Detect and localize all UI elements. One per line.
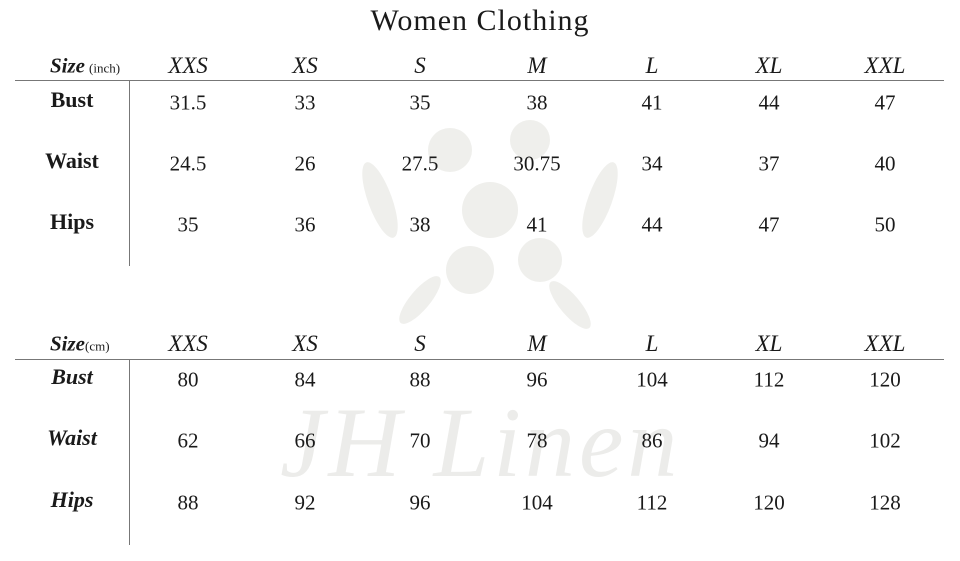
unit-label: (inch) <box>89 60 121 76</box>
page-title: Women Clothing <box>370 4 590 37</box>
measurement-value: 38 <box>409 212 431 237</box>
size-column-header: XS <box>292 331 318 356</box>
measurement-value: 84 <box>294 367 316 392</box>
measurement-label: Waist <box>45 148 99 173</box>
measurement-value: 70 <box>409 428 431 453</box>
measurement-value: 35 <box>177 212 199 237</box>
measurement-value: 104 <box>636 367 668 392</box>
measurement-value: 44 <box>758 90 780 115</box>
measurement-value: 112 <box>636 490 668 515</box>
measurement-value: 96 <box>409 490 431 515</box>
measurement-value: 27.5 <box>401 151 439 176</box>
size-column-header: XS <box>292 53 318 78</box>
measurement-label: Bust <box>51 364 93 389</box>
measurement-value: 35 <box>409 90 431 115</box>
measurement-value: 88 <box>177 490 199 515</box>
size-header-label: Size (inch) <box>50 54 120 79</box>
measurement-value: 34 <box>641 151 663 176</box>
measurement-value: 37 <box>758 151 780 176</box>
size-column-header: M <box>527 331 547 356</box>
size-label: Size <box>50 53 86 78</box>
measurement-value: 31.5 <box>169 90 207 115</box>
measurement-value: 96 <box>526 367 548 392</box>
measurement-value: 41 <box>526 212 548 237</box>
measurement-label: Hips <box>49 209 95 234</box>
measurement-value: 62 <box>177 428 199 453</box>
measurement-value: 102 <box>869 428 901 453</box>
size-column-header: S <box>414 331 426 356</box>
measurement-value: 78 <box>526 428 548 453</box>
measurement-label: Bust <box>50 87 94 112</box>
measurement-value: 120 <box>753 490 785 515</box>
label-divider <box>129 80 130 266</box>
measurement-value: 86 <box>641 428 663 453</box>
size-column-header: XXS <box>168 53 208 78</box>
header-divider <box>15 80 944 81</box>
measurement-value: 66 <box>294 428 316 453</box>
size-column-header: M <box>527 53 547 78</box>
size-label: Size <box>50 331 86 356</box>
measurement-value: 92 <box>294 490 316 515</box>
size-header-label: Size(cm) <box>50 332 110 357</box>
measurement-value: 41 <box>641 90 663 115</box>
measurement-value: 30.75 <box>513 151 561 176</box>
measurement-value: 38 <box>526 90 548 115</box>
label-divider <box>129 359 130 545</box>
measurement-value: 94 <box>758 428 780 453</box>
size-column-header: XXL <box>864 53 906 78</box>
measurement-label: Waist <box>47 425 97 450</box>
header-divider <box>15 359 944 360</box>
size-column-header: S <box>414 53 426 78</box>
size-column-header: XL <box>755 331 783 356</box>
brand-watermark: JH Linen <box>280 387 682 498</box>
size-column-header: XXL <box>864 331 906 356</box>
measurement-value: 44 <box>641 212 663 237</box>
measurement-value: 36 <box>294 212 316 237</box>
measurement-value: 24.5 <box>169 151 207 176</box>
measurement-value: 128 <box>869 490 901 515</box>
measurement-value: 88 <box>409 367 431 392</box>
size-column-header: XL <box>755 53 783 78</box>
measurement-value: 40 <box>874 151 896 176</box>
measurement-value: 112 <box>753 367 785 392</box>
measurement-value: 80 <box>177 367 199 392</box>
measurement-value: 120 <box>869 367 901 392</box>
measurement-value: 33 <box>294 90 316 115</box>
floral-wreath-watermark <box>362 120 618 329</box>
size-column-header: L <box>645 331 659 356</box>
measurement-value: 47 <box>874 90 896 115</box>
size-column-header: L <box>645 53 659 78</box>
measurement-value: 47 <box>758 212 780 237</box>
size-column-header: XXS <box>168 331 208 356</box>
unit-label: (cm) <box>85 338 110 354</box>
measurement-value: 104 <box>521 490 553 515</box>
measurement-value: 50 <box>874 212 896 237</box>
measurement-label: Hips <box>50 487 94 512</box>
measurement-value: 26 <box>294 151 316 176</box>
